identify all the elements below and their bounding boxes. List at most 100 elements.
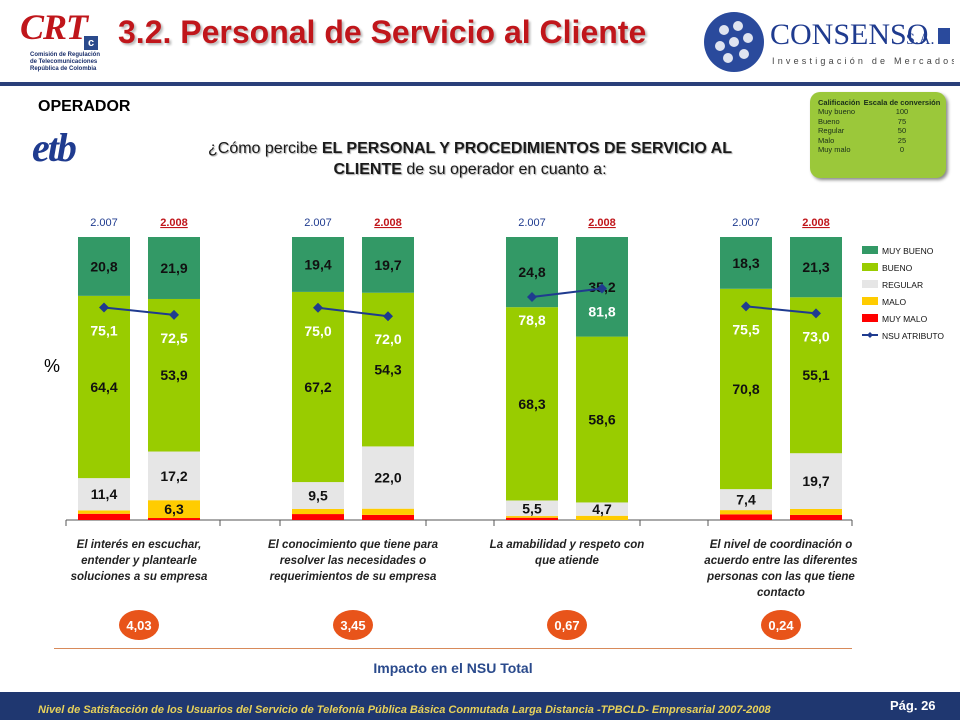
impact-value: 3,45	[340, 618, 365, 633]
bar-segment-muy-bueno	[78, 237, 130, 296]
bar-segment-muy-malo	[292, 514, 344, 520]
page-number: Pág. 26	[890, 698, 936, 713]
bar-segment-malo	[720, 510, 772, 515]
year-label: 2.008	[588, 217, 616, 229]
impact-circle	[761, 610, 801, 640]
header-rule	[0, 82, 960, 86]
legend-swatch-muy-malo	[862, 314, 878, 322]
legend-label: MUY BUENO	[882, 246, 934, 256]
scale-rating: Malo	[818, 135, 835, 145]
category-label: personas con las que tiene	[706, 571, 855, 583]
category-label: El nivel de coordinación o	[710, 539, 853, 551]
stacked-bar-chart: % 11,4 64,4 20,8 2.007 75,1 6,3 17,2 53,9 21,9 2.0…	[44, 217, 944, 640]
question-bold: EL PERSONAL Y PROCEDIMIENTOS DE SERVICIO…	[321, 140, 732, 178]
bar-segment-malo	[362, 508, 414, 515]
data-label-muy-bueno: 19,7	[374, 257, 401, 273]
scale-value: 100	[895, 107, 909, 116]
consenso-name: CONSENSO	[770, 18, 928, 51]
bar-segment-muy-bueno	[362, 237, 414, 293]
nsu-marker	[527, 291, 537, 302]
year-label: 2.007	[518, 217, 546, 229]
nsu-label: 73,0	[802, 328, 829, 344]
consenso-logo: CONSENSO S.A. Investigación de Mercados	[704, 12, 954, 72]
data-label-regular: 19,7	[802, 473, 829, 489]
impact-circle	[547, 610, 587, 640]
bar-segment-bueno	[720, 288, 772, 490]
bar-segment-malo	[790, 508, 842, 515]
crt-logo-text: CRT	[20, 7, 88, 47]
bar-segment-bueno	[576, 336, 628, 503]
year-label: 2.007	[90, 217, 118, 229]
legend-swatch-muy-bueno	[862, 246, 878, 254]
scale-header-rating: Calificación	[818, 98, 861, 107]
nsu-marker	[99, 302, 109, 313]
year-label: 2.007	[304, 217, 332, 229]
nsu-label: 75,1	[90, 322, 117, 338]
category-label: soluciones a su empresa	[71, 571, 208, 583]
data-label-bueno: 68,3	[518, 396, 545, 412]
bar-segment-malo	[506, 516, 558, 518]
bar-segment-muy-bueno	[720, 237, 772, 289]
legend-swatch-bueno	[862, 263, 878, 271]
scale-value: 25	[897, 135, 907, 145]
data-label-regular: 4,7	[592, 501, 612, 517]
nsu-label: 81,8	[588, 304, 615, 320]
category-label: contacto	[757, 587, 805, 599]
bar-segment-malo	[576, 515, 628, 520]
scale-rating: Muy malo	[818, 145, 851, 154]
bar-segment-muy-bueno	[790, 237, 842, 298]
bar-segment-bueno	[148, 298, 200, 452]
data-label-muy-bueno: 21,9	[160, 260, 187, 276]
bar-segment-muy-malo	[78, 513, 130, 520]
scale-value: 75	[897, 116, 907, 126]
data-label-regular: 9,5	[308, 488, 328, 504]
bar-segment-muy-malo	[720, 514, 772, 520]
conversion-scale-box: Calificación Escala de conversión Muy bu…	[810, 92, 946, 178]
data-label-regular: 17,2	[160, 468, 187, 484]
year-label: 2.008	[374, 217, 402, 229]
impact-value: 0,67	[554, 618, 579, 633]
scale-rating: Muy bueno	[818, 107, 856, 116]
data-label-regular: 22,0	[374, 470, 401, 486]
scale-rating: Bueno	[818, 116, 840, 126]
data-label-muy-bueno: 24,8	[518, 264, 545, 280]
nsu-label: 72,0	[374, 331, 401, 347]
data-label-bueno: 54,3	[374, 362, 401, 378]
operator-label: OPERADOR	[38, 98, 131, 115]
question-suffix: de su operador en cuanto a:	[401, 161, 607, 178]
question-text: ¿Cómo percibe EL PERSONAL Y PROCEDIMIENT…	[200, 138, 740, 180]
category-label: acuerdo entre las diferentes	[704, 555, 857, 567]
data-label-regular: 11,4	[91, 486, 118, 502]
question-prefix: ¿Cómo percibe	[208, 140, 322, 157]
footer-text: Nivel de Satisfacción de los Usuarios de…	[38, 704, 771, 716]
category-label: La amabilidad y respeto con	[490, 539, 645, 551]
slide-title: 3.2. Personal de Servicio al Cliente	[118, 14, 647, 50]
nsu-line	[103, 306, 175, 316]
legend-label: BUENO	[882, 263, 913, 273]
bar-segment-regular	[78, 478, 130, 511]
year-label: 2.008	[802, 217, 830, 229]
data-label-muy-bueno: 19,4	[304, 256, 331, 272]
bar-segment-muy-malo	[790, 514, 842, 520]
impact-value: 0,24	[768, 618, 794, 633]
crt-caption: Comisión de Regulación de Telecomunicaci…	[30, 52, 101, 72]
data-label-muy-bueno: 20,8	[90, 258, 117, 274]
nsu-marker	[383, 311, 393, 322]
legend-swatch-regular	[862, 280, 878, 288]
bar-segment-regular	[148, 451, 200, 501]
bar-segment-regular	[292, 482, 344, 509]
nsu-line	[317, 306, 389, 318]
bar-segment-regular	[790, 453, 842, 509]
nsu-label: 78,8	[518, 312, 545, 328]
impact-circle	[333, 610, 373, 640]
nsu-line	[531, 287, 603, 298]
bar-segment-regular	[720, 489, 772, 511]
bar-segment-regular	[576, 502, 628, 516]
legend-nsu-marker	[867, 332, 873, 338]
category-label: El interés en escuchar,	[77, 539, 202, 551]
consenso-suffix: S.A.	[906, 31, 934, 48]
data-label-bueno: 64,4	[90, 379, 117, 395]
data-label-bueno: 70,8	[732, 381, 759, 397]
nsu-marker	[169, 309, 179, 320]
bar-segment-regular	[506, 500, 558, 517]
